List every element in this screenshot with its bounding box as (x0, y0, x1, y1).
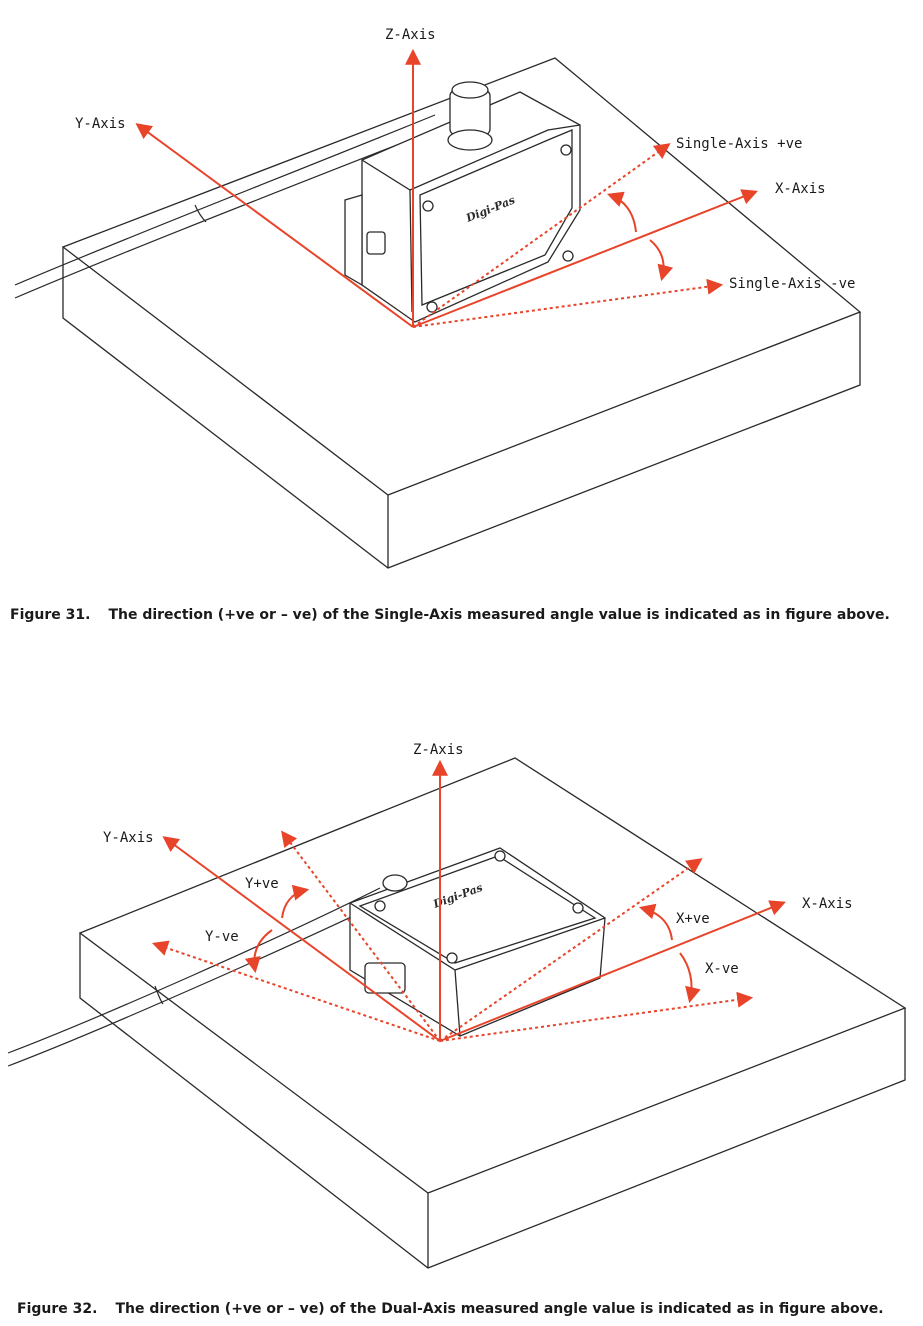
cable (7, 887, 386, 1067)
x-axis-label: X-Axis (802, 896, 853, 912)
rotation-negative-arrow (649, 239, 674, 282)
x-axis-arrow (412, 189, 758, 328)
single-axis-negative-arrow (412, 278, 724, 328)
z-axis-label: Z-Axis (413, 742, 464, 758)
caption-number: Figure 31. (10, 607, 91, 623)
rotation-y-negative-arrow (244, 929, 273, 974)
x-negative-arrow (439, 991, 754, 1042)
rotation-x-negative-arrow (679, 952, 701, 1004)
y-axis-label: Y-Axis (75, 116, 126, 132)
x-negative-label: X-ve (705, 961, 739, 977)
single-axis-positive-label: Single-Axis +ve (676, 136, 802, 152)
single-axis-negative-label: Single-Axis -ve (729, 276, 855, 292)
y-negative-arrow (151, 940, 441, 1042)
x-axis-label: X-Axis (775, 181, 826, 197)
y-axis-label: Y-Axis (103, 830, 154, 846)
x-axis-arrow (439, 900, 786, 1042)
figure-32: Digi-Pas Z-Axis Y-Axis X-Axis Y+ve Y-ve … (0, 708, 923, 1298)
figure-32-caption: Figure 32. The direction (+ve or – ve) of… (17, 1301, 923, 1317)
figure-32-illustration: Digi-Pas Z-Axis Y-Axis X-Axis Y+ve Y-ve … (7, 742, 907, 1269)
x-positive-label: X+ve (676, 911, 710, 927)
axes (135, 48, 758, 328)
rotation-y-positive-arrow (281, 884, 310, 919)
caption-text: The direction (+ve or – ve) of the Singl… (108, 607, 890, 623)
x-positive-arrow (439, 858, 703, 1042)
figure-31-caption: Figure 31. The direction (+ve or – ve) of… (10, 607, 923, 623)
z-axis-label: Z-Axis (385, 27, 436, 43)
caption-number: Figure 32. (17, 1301, 98, 1317)
y-positive-label: Y+ve (245, 876, 279, 892)
y-positive-arrow (281, 830, 441, 1042)
figure-31: Digi-Pas Z-Axis Y-Axis X-Axis Single-Axi… (0, 0, 923, 600)
inclinometer-device: Digi-Pas (344, 81, 581, 323)
rotation-x-positive-arrow (638, 903, 673, 941)
y-axis-arrow (135, 123, 414, 328)
figure-31-illustration: Digi-Pas Z-Axis Y-Axis X-Axis Single-Axi… (14, 27, 862, 569)
y-negative-label: Y-ve (205, 929, 239, 945)
caption-text: The direction (+ve or – ve) of the Dual-… (115, 1301, 884, 1317)
axes (151, 759, 786, 1042)
inclinometer-device: Digi-Pas (349, 847, 606, 1037)
y-axis-arrow (162, 836, 441, 1042)
rotation-positive-arrow (606, 191, 637, 233)
single-axis-positive-arrow (412, 143, 671, 328)
